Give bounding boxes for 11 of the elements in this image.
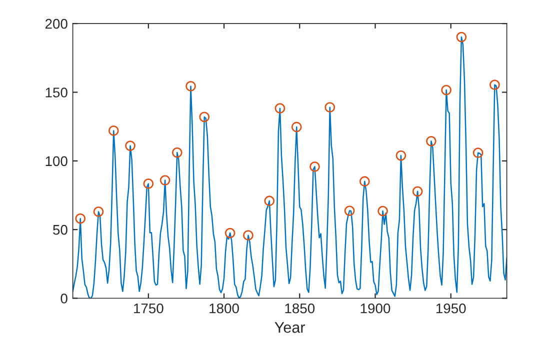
x-tick-label: 1950 <box>436 303 466 314</box>
y-tick-label: 100 <box>46 156 68 166</box>
y-tick-label: 200 <box>45 18 68 29</box>
y-tick-label: 50 <box>53 224 68 235</box>
x-tick-label: 1900 <box>360 303 390 314</box>
x-tick-label: 1800 <box>210 303 239 314</box>
y-tick-label: 150 <box>46 88 68 98</box>
x-tick-label: 1750 <box>134 303 164 314</box>
y-tick-label: 0 <box>60 294 68 304</box>
x-axis-title: Year <box>274 322 305 333</box>
x-tick-label: 1850 <box>285 303 315 314</box>
